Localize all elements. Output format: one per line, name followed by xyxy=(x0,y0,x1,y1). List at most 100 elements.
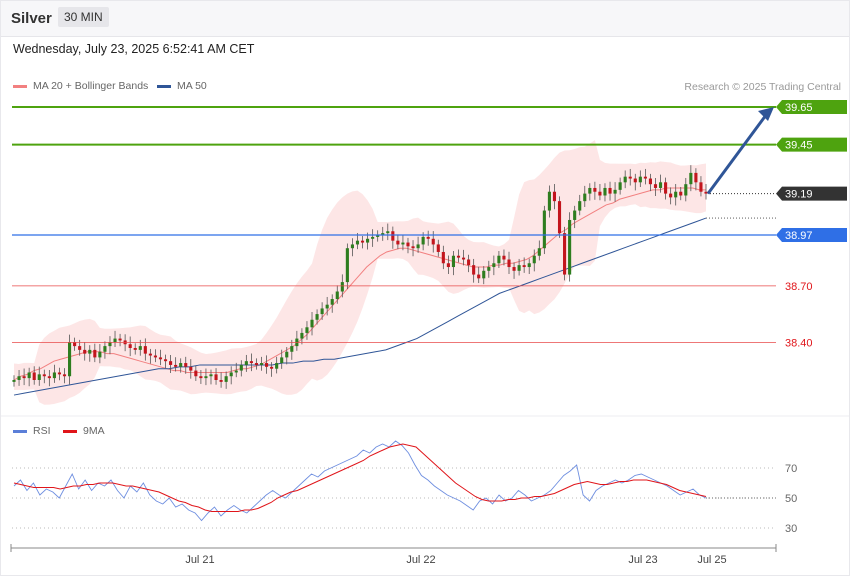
candle-body xyxy=(583,193,587,202)
level-label: 38.40 xyxy=(785,337,813,349)
candle-body xyxy=(653,184,658,188)
candle-body xyxy=(224,376,228,382)
candle-body xyxy=(603,187,607,196)
candle-body xyxy=(78,346,82,350)
candle-body xyxy=(522,265,526,268)
candle-body xyxy=(275,363,279,369)
candle-body xyxy=(113,338,117,343)
candle-body xyxy=(68,342,72,377)
candle-body xyxy=(249,361,253,364)
ma50-line xyxy=(13,217,707,396)
candle-body xyxy=(330,299,334,305)
candle-body xyxy=(552,191,557,202)
level-label: 38.70 xyxy=(785,281,813,293)
candle-body xyxy=(472,265,476,275)
candle-body xyxy=(482,270,486,279)
candle-body xyxy=(128,344,132,348)
candle-body xyxy=(158,357,163,360)
candle-body xyxy=(704,191,708,194)
candle-body xyxy=(456,255,461,258)
candle-body xyxy=(588,187,592,194)
candle-body xyxy=(674,191,678,198)
candle-body xyxy=(386,231,390,234)
rsi-swatch xyxy=(13,429,27,433)
candle-body xyxy=(608,187,612,194)
candle-body xyxy=(199,376,203,379)
candle-body xyxy=(669,193,673,198)
candle-body xyxy=(537,248,541,256)
candle-body xyxy=(648,178,652,185)
header-bar: Silver 30 MIN xyxy=(0,0,850,37)
candle-body xyxy=(32,372,36,380)
candle-body xyxy=(254,363,259,365)
candle-body xyxy=(118,338,122,341)
candle-body xyxy=(426,236,430,239)
candle-body xyxy=(381,233,385,236)
candle-body xyxy=(62,374,67,377)
candle-body xyxy=(42,374,46,377)
candle-body xyxy=(179,363,183,367)
candle-body xyxy=(315,314,319,320)
ma20-line xyxy=(13,187,706,381)
candle-body xyxy=(618,182,622,190)
candle-body xyxy=(148,353,152,356)
candle-body xyxy=(209,374,213,377)
candle-body xyxy=(638,176,642,183)
candle-body xyxy=(360,240,365,243)
candle-body xyxy=(138,346,142,350)
credit-text: Research © 2025 Trading Central xyxy=(684,81,841,93)
candle-body xyxy=(270,366,274,369)
level-tag xyxy=(776,100,847,114)
level-tag xyxy=(776,186,847,201)
candle-body xyxy=(73,342,77,347)
candle-body xyxy=(133,347,137,350)
candle-body xyxy=(214,374,218,380)
level-label: 38.97 xyxy=(785,230,813,242)
candle-body xyxy=(421,236,425,245)
candle-body xyxy=(441,251,445,264)
candle-body xyxy=(623,176,627,183)
timeframe-button[interactable]: 30 MIN xyxy=(58,7,109,27)
rsi-tick-label: 70 xyxy=(785,463,797,475)
forecast-arrow-shaft xyxy=(706,115,767,195)
candle-body xyxy=(436,244,440,252)
candle-body xyxy=(93,349,97,358)
candle-body xyxy=(391,231,395,241)
candle-body xyxy=(355,240,360,245)
candles-group xyxy=(12,165,708,389)
candle-body xyxy=(699,182,703,192)
candle-body xyxy=(310,319,314,328)
candle-body xyxy=(244,361,248,365)
candle-body xyxy=(265,363,269,367)
candle-body xyxy=(17,376,21,380)
candle-body xyxy=(487,267,491,271)
candle-body xyxy=(467,259,471,266)
candle-body xyxy=(517,265,521,271)
candle-body xyxy=(658,182,663,188)
level-label: 39.45 xyxy=(785,140,813,152)
candle-body xyxy=(194,370,198,377)
legend-ma50-label: MA 50 xyxy=(177,80,207,92)
candle-body xyxy=(340,282,344,292)
candle-body xyxy=(366,238,370,243)
candle-body xyxy=(507,259,511,268)
candle-body xyxy=(542,210,546,249)
candle-body xyxy=(219,380,223,382)
ma20-swatch xyxy=(13,84,27,88)
candle-body xyxy=(103,346,107,352)
level-label: 39.19 xyxy=(785,189,813,201)
x-tick-label: Jul 22 xyxy=(406,554,435,566)
candle-body xyxy=(679,191,683,196)
legend-rsi: RSI xyxy=(13,425,51,437)
candle-body xyxy=(239,364,243,371)
instrument-title: Silver xyxy=(11,10,52,27)
candle-body xyxy=(204,376,208,379)
candle-body xyxy=(502,255,506,260)
candle-body xyxy=(406,242,410,247)
candle-body xyxy=(47,376,51,379)
candle-body xyxy=(532,255,536,264)
level-tag xyxy=(776,137,847,152)
candle-body xyxy=(234,370,238,373)
candle-body xyxy=(350,244,354,249)
